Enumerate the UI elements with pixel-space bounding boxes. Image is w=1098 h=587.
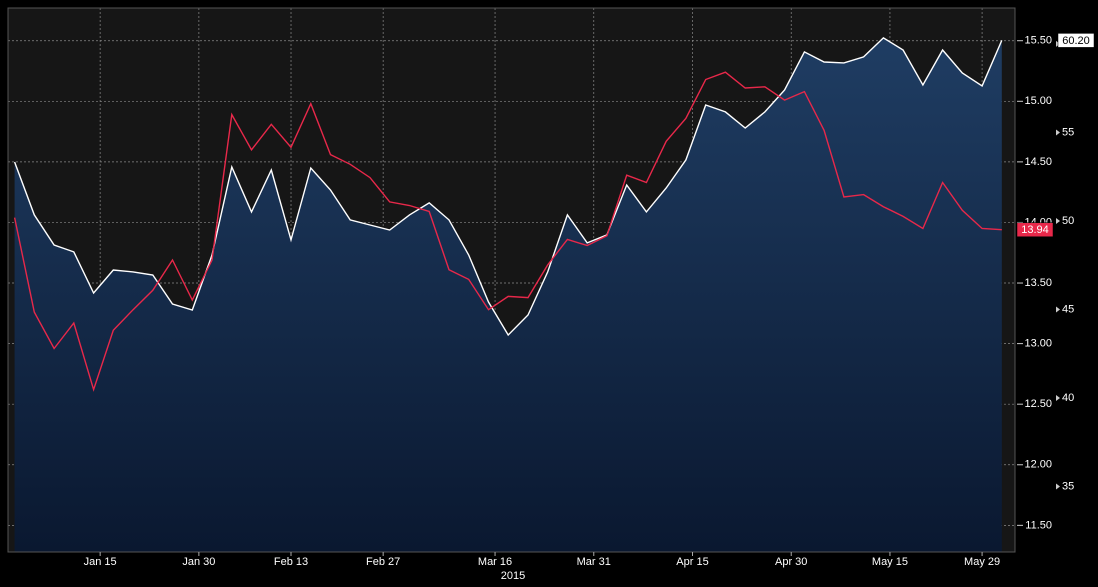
y-tick-label: 15.00	[1024, 95, 1052, 107]
x-tick-label: Apr 15	[676, 556, 708, 568]
x-axis-label: 2015	[501, 570, 525, 582]
y2-tick	[1056, 394, 1060, 401]
area	[14, 37, 1002, 552]
x-tick-label: Jan 15	[84, 556, 117, 568]
line	[13, 71, 1002, 392]
x-tick-label: Jan 30	[182, 556, 215, 568]
x-tick-label: Mar 16	[478, 556, 512, 568]
y-tick-label: 12.50	[1024, 398, 1052, 410]
y2-tick	[1056, 483, 1060, 490]
x-tick-label: Feb 13	[274, 556, 308, 568]
y2-tick-label: 35	[1062, 480, 1074, 492]
y-tick-label: 12.00	[1024, 459, 1052, 471]
y2-tick-label: 55	[1062, 126, 1074, 138]
y2-tick-label: 45	[1062, 303, 1074, 315]
last-value-box	[1057, 33, 1095, 48]
y-tick-label: 15.50	[1024, 35, 1052, 47]
x-tick-label: May 15	[872, 556, 908, 568]
y2-tick-label: 40	[1062, 392, 1074, 404]
y2-tick-label: 50	[1062, 215, 1074, 227]
y2-tick	[1056, 129, 1060, 136]
last-value-box	[1016, 222, 1054, 237]
x-tick-label: Apr 30	[775, 556, 807, 568]
last-value-label: 13.94	[1021, 224, 1049, 236]
y-tick-label: 13.50	[1024, 277, 1052, 289]
x-tick-label: Feb 27	[366, 556, 400, 568]
y-tick-label: 14.50	[1024, 156, 1052, 168]
y-tick-label: 11.50	[1025, 519, 1052, 531]
y-tick-label: 13.00	[1024, 338, 1052, 350]
y2-tick	[1056, 217, 1060, 224]
last-value-label: 60.20	[1062, 35, 1090, 47]
x-tick-label: May 29	[964, 556, 1000, 568]
x-tick-label: Mar 31	[577, 556, 611, 568]
line	[13, 37, 1003, 337]
plot-frame	[7, 7, 1016, 553]
y2-tick	[1056, 306, 1060, 313]
